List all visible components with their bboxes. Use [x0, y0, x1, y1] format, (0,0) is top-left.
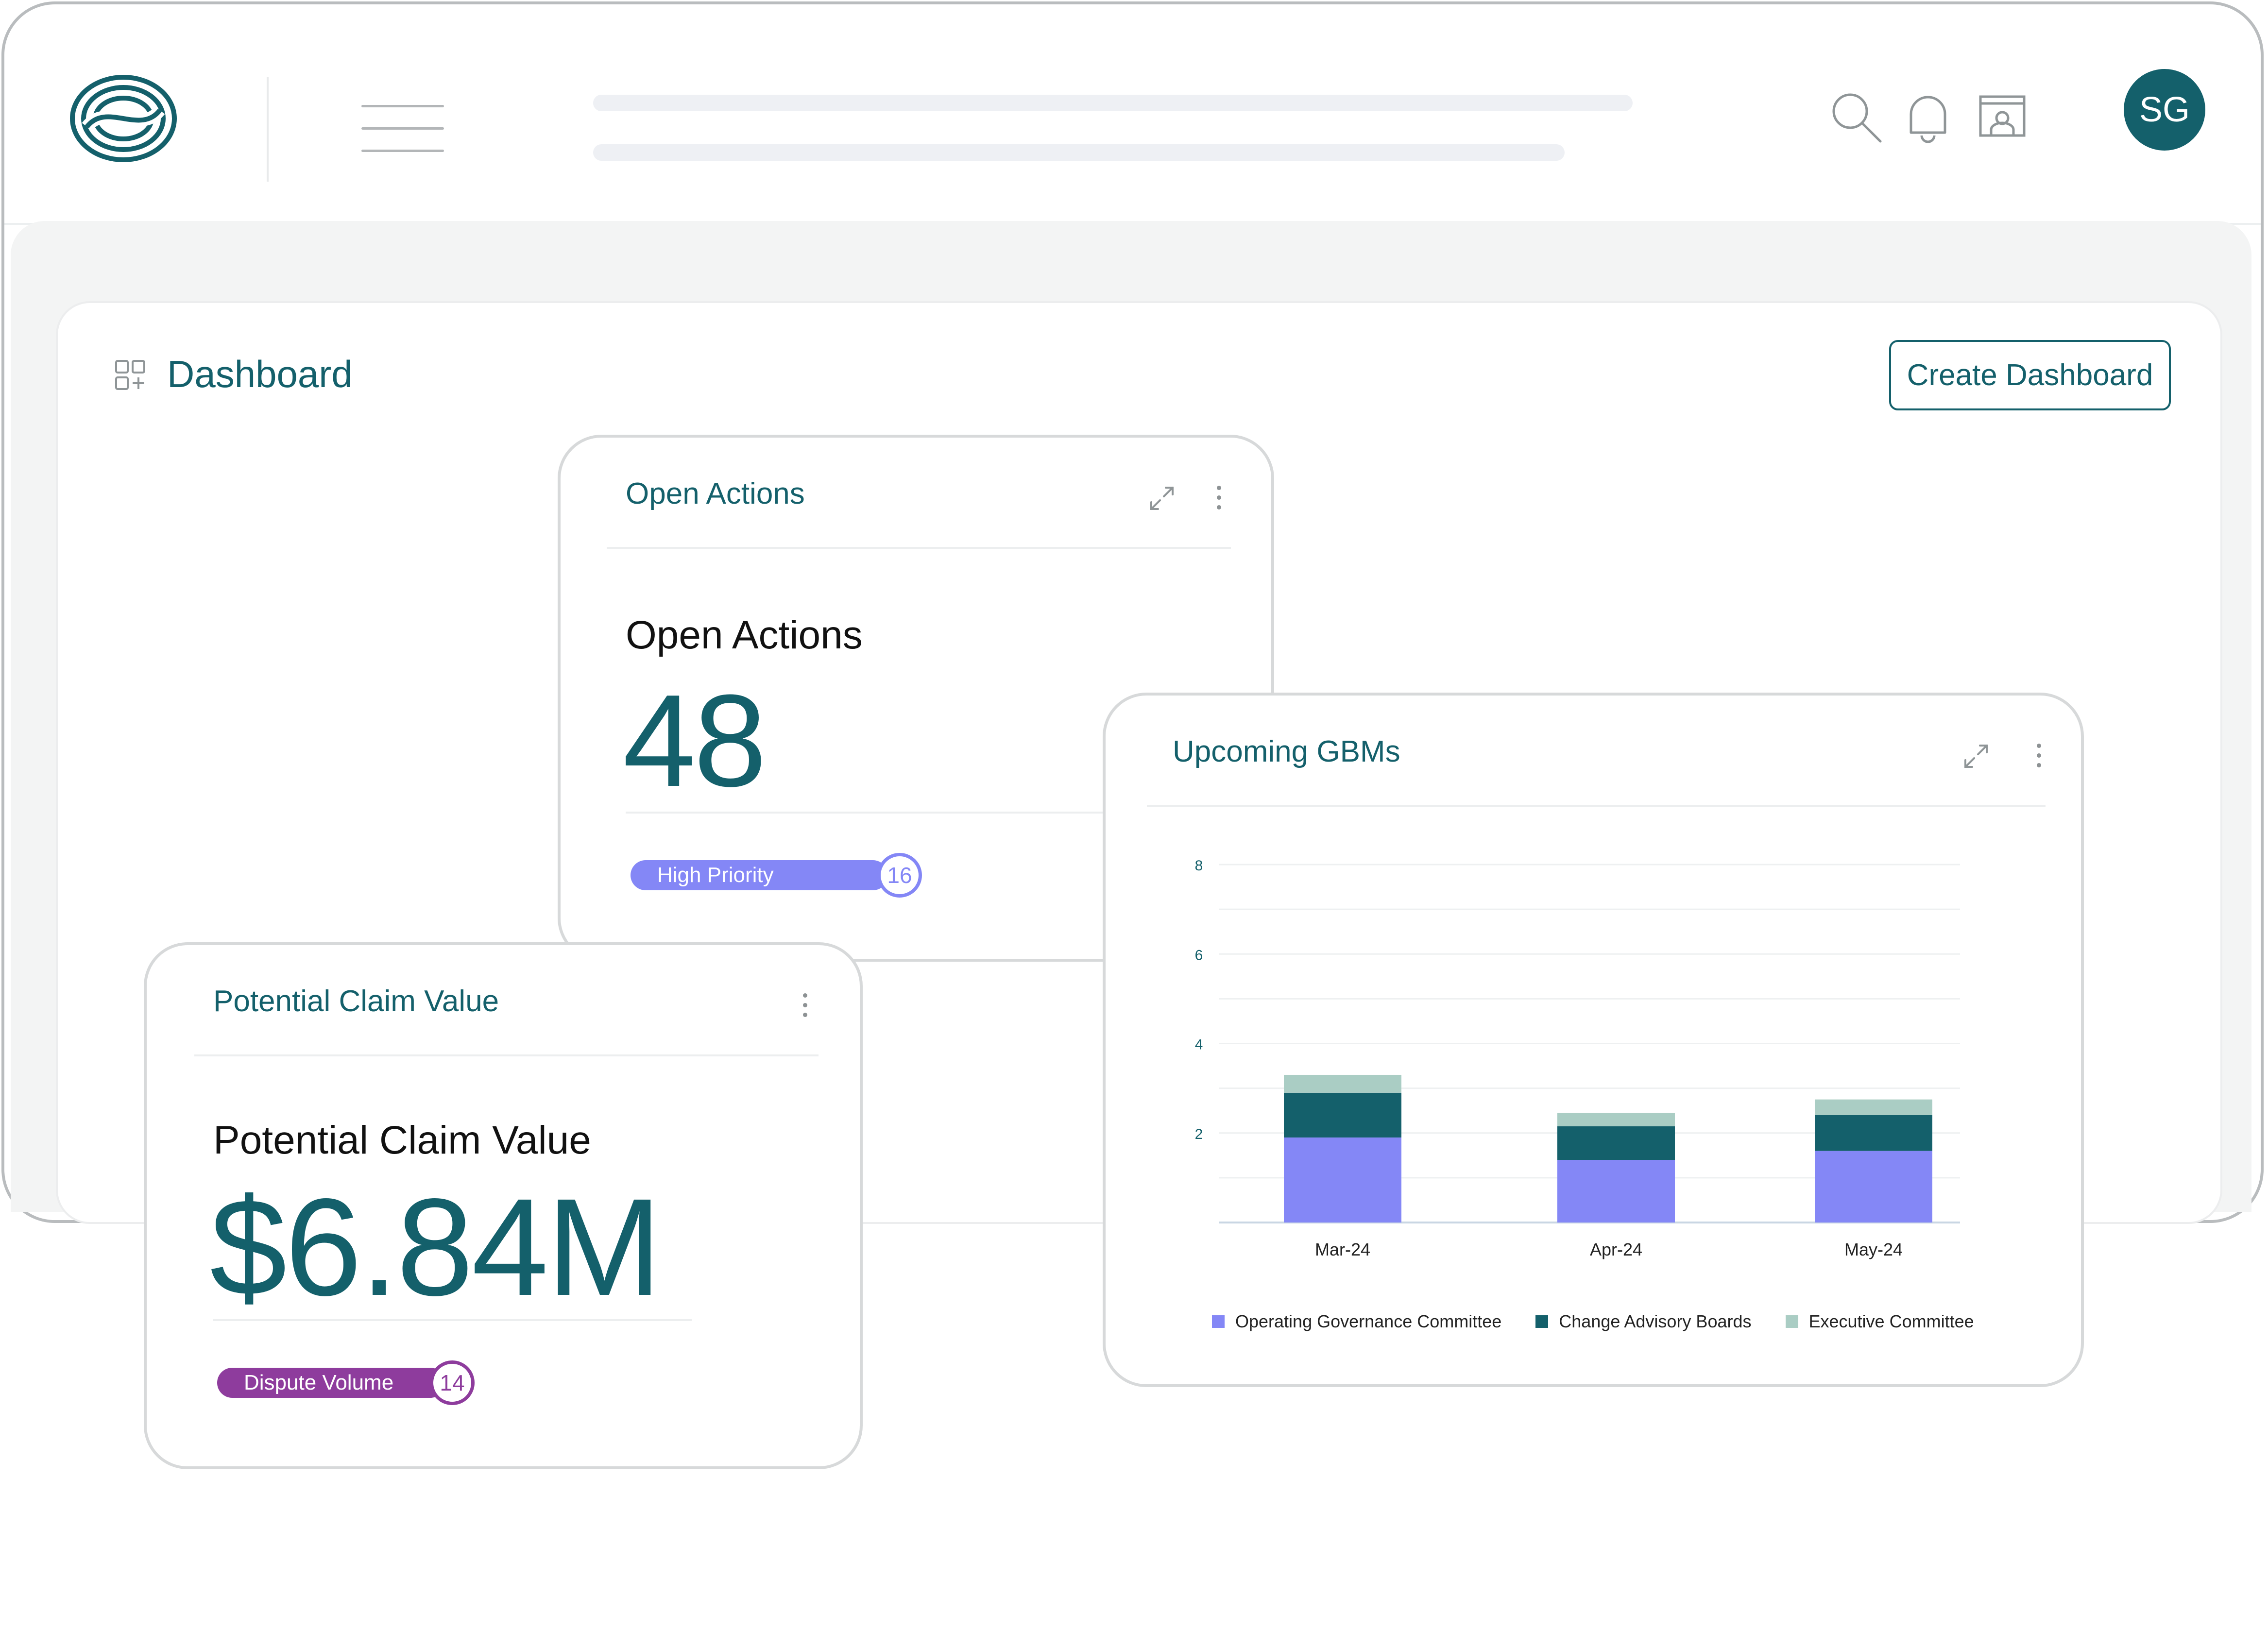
header-placeholder-bar: [593, 144, 1565, 161]
menu-line: [361, 127, 444, 130]
bar-segment[interactable]: [1284, 1074, 1401, 1093]
upcoming-gbms-card: Upcoming GBMs: [1103, 693, 2084, 1387]
legend-swatch: [1785, 1315, 1798, 1328]
badge-count: 16: [877, 853, 922, 898]
menu-line: [361, 105, 444, 107]
x-tick-label: May-24: [1844, 1239, 1903, 1259]
kpi-label: Potential Claim Value: [213, 1118, 591, 1162]
card-divider: [213, 1319, 692, 1321]
search-icon[interactable]: [1830, 91, 1883, 144]
kpi-label: Open Actions: [626, 613, 863, 657]
kpi-value: 48: [623, 668, 767, 814]
x-tick-label: Apr-24: [1590, 1239, 1642, 1259]
bar-segment[interactable]: [1284, 1092, 1401, 1138]
bar-segment[interactable]: [1815, 1099, 1932, 1115]
bar-segment[interactable]: [1815, 1151, 1932, 1223]
legend-item[interactable]: Executive Committee: [1785, 1311, 1974, 1332]
legend-label: Executive Committee: [1808, 1311, 1974, 1331]
y-tick-label: 8: [1195, 858, 1203, 874]
menu-line: [361, 150, 444, 152]
badge-count: 14: [430, 1360, 475, 1405]
legend-label: Change Advisory Boards: [1559, 1311, 1752, 1331]
bar-segment[interactable]: [1557, 1126, 1675, 1160]
bar-segment[interactable]: [1815, 1115, 1932, 1151]
legend-label: Operating Governance Committee: [1235, 1311, 1502, 1331]
card-divider: [607, 547, 1231, 549]
more-options-icon[interactable]: [2031, 742, 2046, 771]
card-divider: [626, 812, 1230, 814]
y-tick-label: 2: [1195, 1126, 1203, 1142]
bar-segment[interactable]: [1557, 1113, 1675, 1126]
brand-logo: [70, 75, 177, 162]
y-tick-label: 6: [1195, 947, 1203, 963]
y-tick-label: 4: [1195, 1037, 1203, 1053]
bar-segment[interactable]: [1557, 1160, 1675, 1223]
dashboard-grid-icon: [115, 360, 145, 390]
header-placeholder-bar: [593, 95, 1633, 111]
user-avatar[interactable]: SG: [2124, 69, 2205, 151]
badge-label: Dispute Volume: [244, 1371, 394, 1394]
card-title: Potential Claim Value: [213, 985, 499, 1018]
card-title: Upcoming GBMs: [1173, 735, 1400, 768]
more-options-icon[interactable]: [798, 991, 812, 1020]
x-tick-label: Mar-24: [1315, 1239, 1370, 1259]
legend-swatch: [1535, 1315, 1549, 1328]
card-divider: [1147, 805, 2046, 807]
dispute-volume-badge: Dispute Volume: [217, 1368, 445, 1398]
potential-claim-card: Potential Claim Value Potential Claim Va…: [144, 942, 863, 1469]
expand-icon[interactable]: [1961, 742, 1991, 771]
kpi-value: $6.84M: [210, 1170, 662, 1324]
legend-item[interactable]: Change Advisory Boards: [1535, 1311, 1752, 1332]
create-dashboard-button[interactable]: Create Dashboard: [1889, 340, 2171, 410]
high-priority-badge: High Priority: [631, 860, 888, 890]
badge-label: High Priority: [657, 863, 774, 887]
menu-button[interactable]: [361, 104, 444, 153]
more-options-icon[interactable]: [1211, 484, 1226, 513]
page-title: Dashboard: [167, 353, 353, 395]
screen-share-icon[interactable]: [1977, 91, 2030, 144]
header-divider: [267, 77, 269, 182]
legend-swatch: [1212, 1315, 1225, 1328]
card-divider: [194, 1054, 819, 1056]
chart-legend: Operating Governance Committee Change Adv…: [1212, 1311, 1974, 1332]
card-title: Open Actions: [626, 477, 805, 510]
bell-icon[interactable]: [1901, 91, 1955, 144]
expand-icon[interactable]: [1147, 484, 1177, 513]
bar-segment[interactable]: [1284, 1137, 1401, 1223]
legend-item[interactable]: Operating Governance Committee: [1212, 1311, 1501, 1332]
